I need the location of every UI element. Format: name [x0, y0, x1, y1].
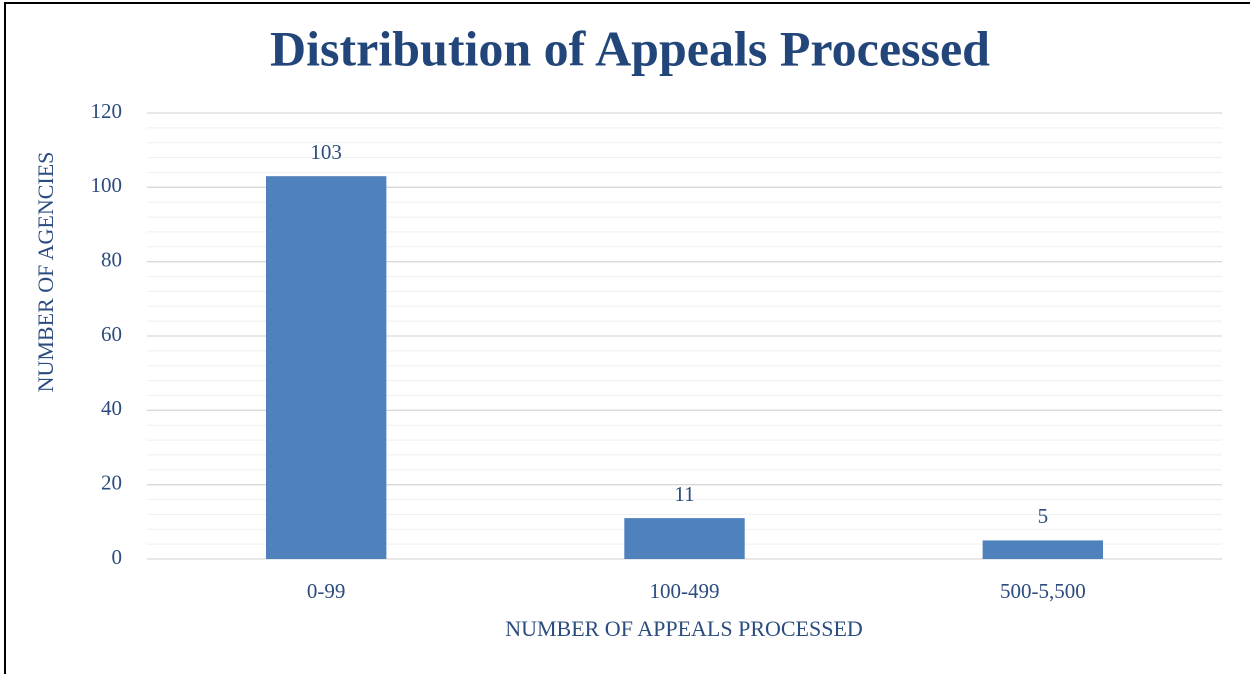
data-label: 103 — [310, 140, 342, 164]
bar — [265, 176, 387, 559]
y-tick-label: 60 — [101, 322, 122, 346]
data-label: 5 — [1038, 504, 1049, 528]
y-tick-label: 0 — [112, 545, 123, 569]
y-axis-label: NUMBER OF AGENCIES — [33, 152, 58, 393]
bar — [982, 540, 1104, 559]
frame — [4, 2, 1250, 674]
x-axis-label: NUMBER OF APPEALS PROCESSED — [505, 616, 863, 641]
data-label: 11 — [674, 482, 694, 506]
chart-title: Distribution of Appeals Processed — [270, 20, 990, 76]
x-tick-label: 0-99 — [307, 579, 346, 603]
y-tick-label: 40 — [101, 396, 122, 420]
x-tick-label: 500-5,500 — [1000, 579, 1086, 603]
y-tick-label: 100 — [91, 173, 123, 197]
y-tick-label: 80 — [101, 247, 122, 271]
x-tick-label: 100-499 — [650, 579, 720, 603]
y-tick-label: 120 — [91, 99, 123, 123]
plot: 103 11 5 — [265, 140, 1104, 559]
y-tick-label: 20 — [101, 470, 122, 494]
bar — [624, 518, 745, 559]
